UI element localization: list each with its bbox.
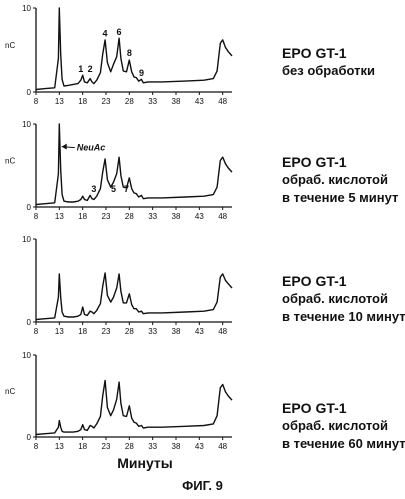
peak-label: 2	[88, 64, 93, 74]
y-tick-label: 10	[22, 120, 31, 129]
panel-2-line-2: в течение 5 минут	[282, 189, 398, 207]
y-tick-label: 10	[22, 235, 31, 244]
x-tick-label: 23	[102, 212, 111, 221]
x-tick-label: 13	[55, 327, 64, 336]
y-axis-label: nC	[5, 157, 15, 166]
x-tick-label: 28	[125, 442, 134, 451]
x-tick-label: 48	[218, 212, 227, 221]
panel-4-title: EPO GT-1	[282, 399, 405, 417]
panel-2-line-1: обраб. кислотой	[282, 171, 398, 189]
x-tick-label: 18	[78, 442, 87, 451]
peak-label: 3	[91, 184, 96, 194]
x-tick-label: 38	[172, 327, 181, 336]
x-tick-label: 43	[195, 442, 204, 451]
chromatogram-trace	[36, 8, 232, 90]
x-tick-label: 48	[218, 97, 227, 106]
x-tick-label: 23	[102, 442, 111, 451]
annotation-arrowhead	[62, 144, 67, 150]
chromatogram-trace	[36, 380, 232, 434]
panel-2-label: EPO GT-1 обраб. кислотой в течение 5 мин…	[282, 153, 398, 207]
y-tick-label: 0	[27, 433, 32, 442]
x-tick-label: 23	[102, 327, 111, 336]
x-tick-label: 33	[148, 327, 157, 336]
panel-3-title: EPO GT-1	[282, 272, 405, 290]
figure-caption: ФИГ. 9	[0, 478, 405, 493]
x-axis-title: Минуты	[0, 455, 290, 471]
x-tick-label: 13	[55, 212, 64, 221]
peak-label: 8	[127, 48, 132, 58]
x-tick-label: 38	[172, 442, 181, 451]
x-tick-label: 38	[172, 97, 181, 106]
x-tick-label: 33	[148, 212, 157, 221]
x-tick-label: 48	[218, 327, 227, 336]
peak-label: 1	[78, 64, 83, 74]
panel-3-label: EPO GT-1 обраб. кислотой в течение 10 ми…	[282, 272, 405, 326]
x-tick-label: 33	[148, 442, 157, 451]
y-tick-label: 0	[27, 203, 32, 212]
panel-1-title: EPO GT-1	[282, 44, 375, 62]
x-tick-label: 38	[172, 212, 181, 221]
x-tick-label: 28	[125, 97, 134, 106]
panel-4-line-2: в течение 60 минут	[282, 435, 405, 453]
chromatogram-trace	[36, 124, 232, 205]
y-tick-label: 10	[22, 4, 31, 13]
panel-4-label: EPO GT-1 обраб. кислотой в течение 60 ми…	[282, 399, 405, 453]
panel-1-label: EPO GT-1 без обработки	[282, 44, 375, 80]
x-tick-label: 8	[34, 327, 39, 336]
panel-1-line-1: без обработки	[282, 62, 375, 80]
x-tick-label: 18	[78, 97, 87, 106]
chart-panel-2: 10 0 nC 8 13 18 23 28 33 38 43 48 3 57 NeuAc	[5, 120, 232, 221]
x-tick-label: 18	[78, 212, 87, 221]
chart-panel-3: 10 08 13 18 23 28 33 38 43 48	[22, 235, 232, 336]
x-tick-label: 28	[125, 327, 134, 336]
x-tick-label: 48	[218, 442, 227, 451]
annotation-label: NeuAc	[77, 143, 106, 153]
x-tick-label: 8	[34, 212, 39, 221]
y-tick-label: 10	[22, 351, 31, 360]
peak-label: 7	[124, 184, 129, 194]
x-tick-label: 43	[195, 212, 204, 221]
peak-label: 9	[139, 68, 144, 78]
chart-panel-4: 10 0 nC 8 13 18 23 28 33 38 43 48	[5, 351, 232, 451]
panel-2-title: EPO GT-1	[282, 153, 398, 171]
x-tick-label: 13	[55, 97, 64, 106]
x-tick-label: 23	[102, 97, 111, 106]
y-axis-label: nC	[5, 387, 15, 396]
y-tick-label: 0	[27, 88, 32, 97]
x-tick-label: 8	[34, 97, 39, 106]
panel-4-line-1: обраб. кислотой	[282, 417, 405, 435]
x-tick-label: 43	[195, 97, 204, 106]
panel-3-line-1: обраб. кислотой	[282, 290, 405, 308]
chart-panel-1: 100nC81318232833384348124689	[5, 4, 232, 106]
chromatogram-trace	[36, 273, 232, 320]
peak-label: 6	[117, 27, 122, 37]
x-tick-label: 8	[34, 442, 39, 451]
panel-3-line-2: в течение 10 минут	[282, 308, 405, 326]
x-tick-label: 28	[125, 212, 134, 221]
x-tick-label: 18	[78, 327, 87, 336]
y-axis-label: nC	[5, 41, 15, 50]
y-tick-label: 0	[27, 318, 32, 327]
x-tick-label: 13	[55, 442, 64, 451]
x-tick-label: 33	[148, 97, 157, 106]
peak-label: 4	[103, 29, 108, 39]
peak-label: 5	[111, 184, 116, 194]
x-tick-label: 43	[195, 327, 204, 336]
